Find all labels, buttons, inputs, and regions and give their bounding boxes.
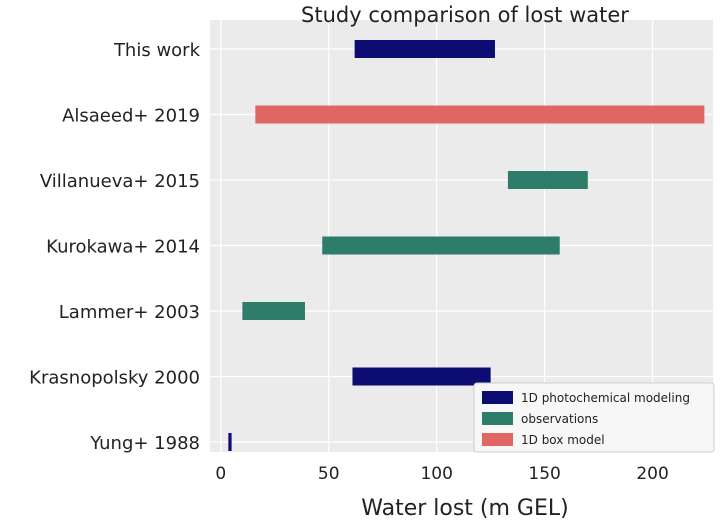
bar <box>242 302 305 320</box>
x-tick-label: 0 <box>215 464 226 484</box>
legend-label-observations: observations <box>521 412 598 426</box>
bar <box>228 433 232 451</box>
y-tick-label: Krasnopolsky 2000 <box>29 368 200 389</box>
x-tick-label: 50 <box>318 464 340 484</box>
x-tick-label: 100 <box>420 464 452 484</box>
legend-swatch-box-model <box>482 433 513 446</box>
y-tick-label: This work <box>113 40 201 61</box>
bar <box>507 171 588 189</box>
y-tick-label: Lammer+ 2003 <box>59 302 200 323</box>
legend-swatch-photochemical <box>482 391 513 404</box>
x-tick-label: 200 <box>636 464 668 484</box>
bar <box>322 236 560 255</box>
chart-title: Study comparison of lost water <box>301 3 629 27</box>
y-tick-label: Kurokawa+ 2014 <box>46 237 200 258</box>
y-tick-label: Yung+ 1988 <box>89 433 200 454</box>
y-tick-label: Alsaeed+ 2019 <box>62 106 200 127</box>
legend-label-box-model: 1D box model <box>521 433 605 447</box>
legend-swatch-observations <box>482 412 513 425</box>
legend: 1D photochemical modeling observations 1… <box>473 382 715 453</box>
bar <box>352 367 491 386</box>
legend-label-photochemical: 1D photochemical modeling <box>521 391 690 405</box>
x-axis-label: Water lost (m GEL) <box>361 496 568 521</box>
legend-box <box>473 382 715 453</box>
bar <box>255 105 705 124</box>
bar <box>354 40 495 58</box>
x-axis: 0 50 100 150 200 <box>215 464 668 484</box>
y-axis: This work Alsaeed+ 2019 Villanueva+ 2015 Ku… <box>29 40 200 454</box>
y-tick-label: Villanueva+ 2015 <box>40 171 200 192</box>
bars-layer <box>228 40 705 451</box>
x-tick-label: 150 <box>528 464 560 484</box>
